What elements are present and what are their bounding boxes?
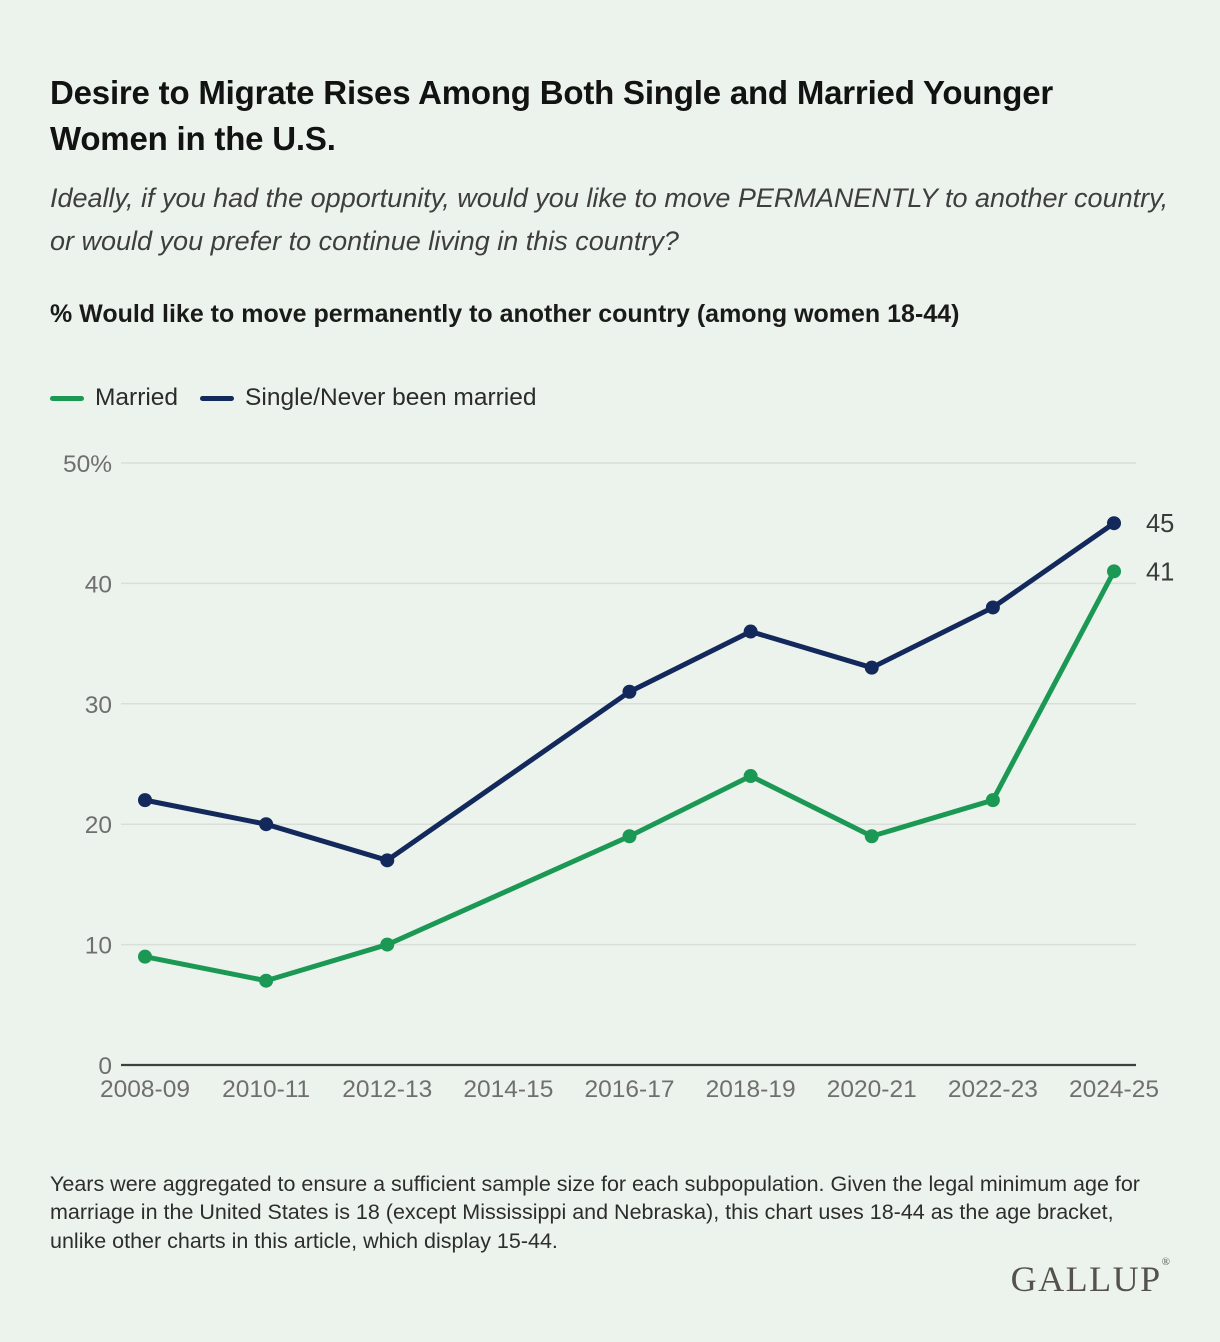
data-point-single	[985, 600, 1000, 615]
x-tick-label: 2010-11	[222, 1076, 310, 1103]
y-tick-label: 40	[85, 571, 112, 598]
data-point-single	[259, 817, 274, 832]
x-tick-label: 2020-21	[827, 1076, 917, 1103]
page-title: Desire to Migrate Rises Among Both Singl…	[50, 74, 1054, 157]
gallup-logo: GALLUP®	[1011, 1256, 1170, 1300]
end-value-label-single: 45	[1146, 510, 1174, 538]
chart-legend: Married Single/Never been married	[50, 384, 536, 412]
x-tick-label: 2014-15	[463, 1076, 553, 1103]
registered-trademark-icon: ®	[1161, 1256, 1170, 1268]
data-point-married	[138, 949, 152, 964]
x-tick-label: 2012-13	[342, 1076, 432, 1103]
y-tick-label: 30	[85, 692, 112, 719]
series-line-married	[144, 570, 1117, 984]
data-point-married	[743, 769, 758, 784]
data-point-single	[743, 624, 758, 639]
x-tick-label: 2022-23	[948, 1076, 1038, 1103]
legend-item-married: Married	[50, 384, 178, 412]
data-point-single	[1107, 516, 1121, 531]
legend-label-single: Single/Never been married	[245, 384, 537, 411]
data-point-single	[138, 793, 152, 808]
data-point-single	[864, 660, 879, 675]
legend-swatch-married-icon	[50, 395, 84, 401]
data-point-married	[622, 829, 637, 844]
x-tick-label: 2008-09	[100, 1076, 190, 1103]
data-point-married	[259, 973, 274, 988]
data-point-single	[622, 684, 637, 699]
data-point-married	[864, 829, 879, 844]
data-point-married	[1107, 564, 1121, 579]
legend-item-single: Single/Never been married	[200, 384, 536, 412]
y-tick-label: 50%	[63, 451, 112, 478]
data-point-married	[380, 937, 395, 952]
x-tick-label: 2016-17	[585, 1076, 675, 1103]
legend-label-married: Married	[95, 384, 179, 411]
y-tick-label: 10	[85, 933, 112, 960]
section-heading: % Would like to move permanently to anot…	[50, 299, 960, 328]
data-point-married	[985, 793, 1000, 808]
x-tick-label: 2018-19	[706, 1076, 796, 1103]
data-point-single	[380, 853, 395, 868]
x-tick-label: 2024-25	[1069, 1076, 1159, 1103]
footnote: Years were aggregated to ensure a suffic…	[50, 1171, 1140, 1253]
y-tick-label: 20	[85, 812, 112, 839]
end-value-label-married: 41	[1146, 558, 1174, 586]
legend-swatch-single-icon	[200, 395, 235, 401]
y-tick-label: 0	[98, 1053, 112, 1080]
page-subtitle: Ideally, if you had the opportunity, wou…	[50, 183, 1169, 257]
series-line-single	[144, 521, 1116, 864]
gallup-wordmark: GALLUP	[1010, 1259, 1162, 1299]
